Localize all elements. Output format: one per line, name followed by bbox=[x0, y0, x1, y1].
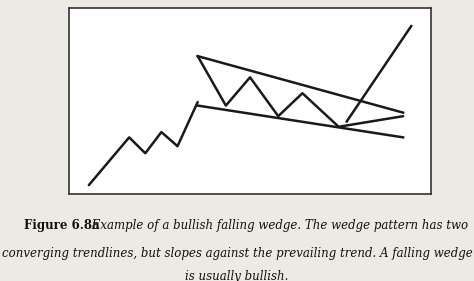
Text: Figure 6.8a: Figure 6.8a bbox=[24, 219, 100, 232]
Text: Example of a bullish falling wedge. The wedge pattern has two: Example of a bullish falling wedge. The … bbox=[88, 219, 468, 232]
Text: is usually bullish.: is usually bullish. bbox=[185, 270, 289, 281]
Text: converging trendlines, but slopes against the prevailing trend. A falling wedge: converging trendlines, but slopes agains… bbox=[1, 247, 473, 260]
